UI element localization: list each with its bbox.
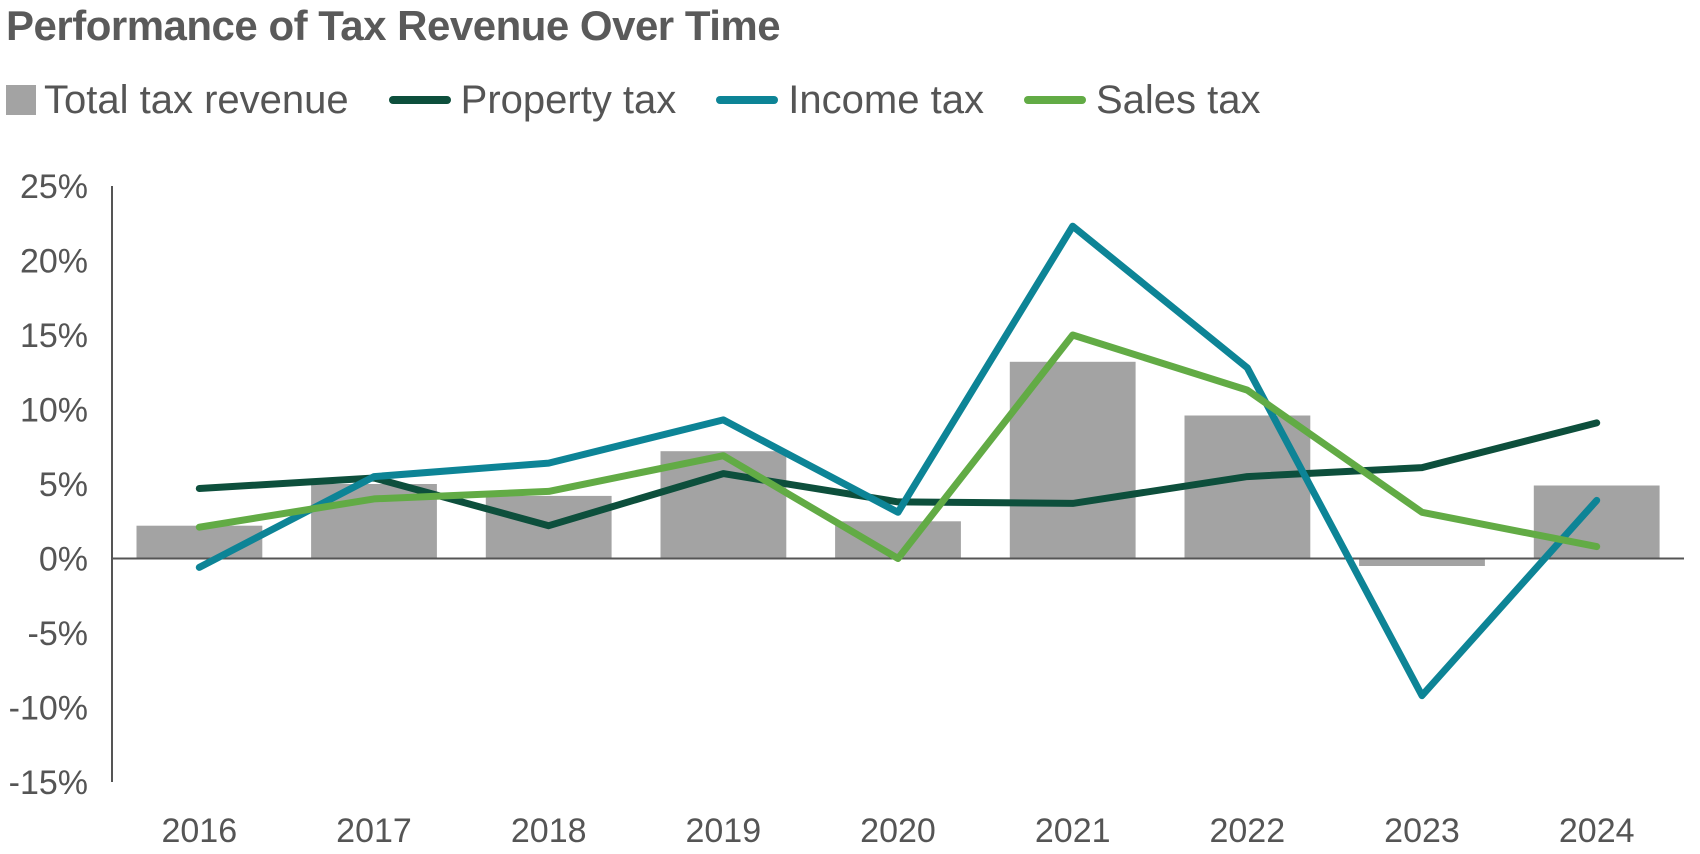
x-tick-label-2017: 2017 [336, 812, 412, 850]
bar-total-tax-revenue-2023 [1359, 558, 1485, 566]
line-sales-tax [195, 331, 1601, 562]
legend-item-total-tax-revenue: Total tax revenue [6, 78, 349, 123]
y-tick-label-15: -15% [9, 764, 88, 802]
bars-layer [136, 361, 1660, 566]
x-tick-label-2023: 2023 [1384, 812, 1460, 850]
y-tick-label-0: 0% [39, 541, 88, 579]
y-tick-label-15: 15% [20, 317, 88, 355]
x-tick-label-2021: 2021 [1035, 812, 1111, 850]
x-tick-label-2020: 2020 [860, 812, 936, 850]
x-tick-label-2019: 2019 [685, 812, 761, 850]
y-tick-label-10: 10% [20, 392, 88, 430]
chart-title: Performance of Tax Revenue Over Time [6, 2, 781, 49]
x-tick-label-2024: 2024 [1559, 812, 1635, 850]
line-income-tax [195, 222, 1601, 700]
y-tick-label-5: -5% [28, 615, 88, 653]
y-tick-label-5: 5% [39, 466, 88, 504]
legend-swatch-property-tax [388, 96, 451, 104]
legend-swatch-total-tax-revenue [6, 85, 36, 115]
legend-label-income-tax: Income tax [788, 77, 984, 122]
bar-total-tax-revenue-2022 [1184, 415, 1311, 559]
legend-swatch-sales-tax [1023, 96, 1086, 104]
bar-total-tax-revenue-2021 [1009, 361, 1136, 559]
legend-label-property-tax: Property tax [460, 77, 677, 122]
legend-swatch-income-tax [716, 96, 779, 104]
legend-item-sales-tax: Sales tax [1023, 77, 1261, 123]
bar-total-tax-revenue-2019 [660, 451, 787, 559]
y-tick-label-10: -10% [9, 690, 88, 728]
x-tick-label-2016: 2016 [161, 812, 237, 850]
x-tick-label-2018: 2018 [511, 812, 587, 850]
y-tick-label-20: 20% [20, 243, 88, 281]
x-tick-label-2022: 2022 [1209, 812, 1285, 850]
legend-label-total-tax-revenue: Total tax revenue [44, 77, 349, 122]
legend-item-income-tax: Income tax [716, 78, 984, 123]
labels-layer: 25% 20% 15% 10% 5% 0% -5% -10% -15% 2016 2017 2018 2… [9, 168, 1635, 850]
y-tick-label-25: 25% [20, 168, 88, 206]
legend-label-sales-tax: Sales tax [1095, 77, 1261, 122]
legend: Total tax revenue Property tax Income ta… [6, 72, 1300, 128]
lines-layer [195, 222, 1601, 700]
bar-total-tax-revenue-2020 [835, 521, 961, 559]
legend-item-property-tax: Property tax [388, 77, 677, 123]
